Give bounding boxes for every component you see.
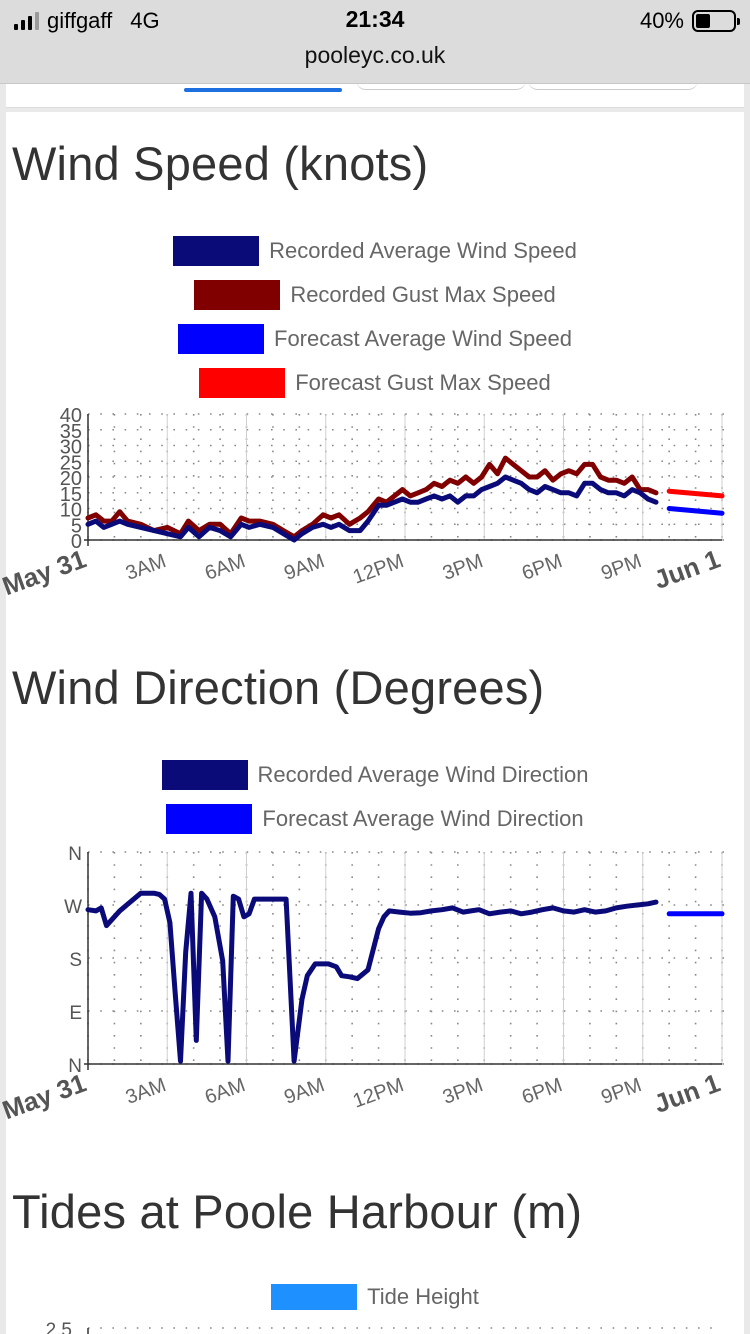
battery-icon	[692, 10, 740, 32]
x-tick-label: Jun 1	[650, 1067, 724, 1118]
legend-item[interactable]: Tide Height	[0, 1284, 750, 1310]
tides-title: Tides at Poole Harbour (m)	[12, 1185, 583, 1238]
legend-swatch	[199, 368, 286, 398]
legend-label: Forecast Average Wind Speed	[274, 326, 572, 351]
x-tick-label: 9AM	[281, 550, 327, 585]
y-tick-label: 20	[60, 468, 82, 490]
content-card	[6, 112, 744, 1334]
legend-swatch	[194, 280, 281, 310]
carrier-info: giffgaff 4G	[14, 8, 160, 34]
x-tick-label: 6AM	[202, 550, 248, 585]
clock: 21:34	[345, 6, 405, 32]
y-tick-label: 25	[60, 452, 82, 474]
x-tick-label: 3PM	[440, 1074, 486, 1109]
x-tick-label: 3AM	[123, 1074, 169, 1109]
active-tab-indicator[interactable]	[184, 88, 342, 92]
x-tick-label: 12PM	[350, 1074, 407, 1113]
x-tick-label: May 31	[0, 1067, 90, 1125]
y-tick-label: S	[69, 950, 82, 971]
legend-label: Recorded Average Wind Speed	[269, 238, 577, 263]
y-tick-label: 2.5	[46, 1320, 72, 1334]
x-tick-label: 3PM	[440, 550, 486, 585]
x-tick-label: Jun 1	[650, 543, 724, 594]
tab-ghost[interactable]	[356, 80, 526, 90]
legend-item[interactable]: Forecast Average Wind Speed	[0, 324, 750, 354]
tide-chart[interactable]: 2.5	[0, 1316, 750, 1334]
y-tick-label: N	[68, 844, 82, 865]
battery-info: 40%	[639, 8, 740, 34]
y-tick-label: 10	[60, 500, 82, 522]
y-tick-label: 0	[71, 531, 82, 553]
legend-swatch	[173, 236, 260, 266]
y-tick-label: 40	[60, 405, 82, 427]
signal-icon	[14, 12, 39, 30]
battery-percent: 40%	[639, 8, 684, 33]
wind-direction-title: Wind Direction (Degrees)	[12, 661, 545, 714]
series-line	[85, 474, 659, 543]
wind-speed-title: Wind Speed (knots)	[12, 137, 429, 190]
x-tick-label: 9PM	[598, 550, 644, 585]
y-tick-label: 30	[60, 437, 82, 459]
y-tick-label: W	[64, 897, 82, 918]
x-tick-label: 12PM	[350, 550, 407, 589]
x-tick-label: May 31	[0, 543, 90, 601]
x-tick-label: 6AM	[202, 1074, 248, 1109]
tab-strip	[6, 84, 744, 108]
legend-swatch	[166, 804, 253, 834]
legend-label: Recorded Average Wind Direction	[257, 762, 589, 787]
series-line	[85, 455, 659, 540]
x-tick-label: 9AM	[281, 1074, 327, 1109]
legend-swatch	[271, 1284, 358, 1310]
y-tick-label: 5	[71, 515, 82, 537]
series-line	[85, 890, 659, 1064]
legend-label: Recorded Gust Max Speed	[290, 282, 556, 307]
y-tick-label: 35	[60, 421, 82, 443]
x-tick-label: 9PM	[598, 1074, 644, 1109]
x-tick-label: 6PM	[519, 550, 565, 585]
legend-item[interactable]: Recorded Average Wind Speed	[0, 236, 750, 266]
legend-item[interactable]: Forecast Gust Max Speed	[0, 368, 750, 398]
legend-item[interactable]: Forecast Average Wind Direction	[0, 804, 750, 834]
series-line	[666, 488, 725, 499]
tab-ghost[interactable]	[528, 80, 698, 90]
legend-swatch	[161, 760, 248, 790]
x-tick-label: 3AM	[123, 550, 169, 585]
legend-label: Forecast Gust Max Speed	[295, 370, 551, 395]
legend-item[interactable]: Recorded Average Wind Direction	[0, 760, 750, 790]
y-tick-label: E	[69, 1003, 82, 1024]
status-bar: giffgaff 4G 21:34 40% pooleyc.co.uk	[0, 0, 750, 84]
carrier-name: giffgaff	[47, 8, 113, 33]
legend-item[interactable]: Recorded Gust Max Speed	[0, 280, 750, 310]
x-tick-label: 6PM	[519, 1074, 565, 1109]
address-bar-url[interactable]: pooleyc.co.uk	[304, 42, 446, 68]
legend-label: Forecast Average Wind Direction	[262, 806, 584, 831]
legend-swatch	[178, 324, 264, 354]
network-type: 4G	[130, 8, 160, 33]
y-tick-label: N	[68, 1056, 82, 1077]
legend-label: Tide Height	[367, 1284, 479, 1309]
y-tick-label: 15	[60, 484, 82, 506]
series-line	[666, 506, 725, 516]
